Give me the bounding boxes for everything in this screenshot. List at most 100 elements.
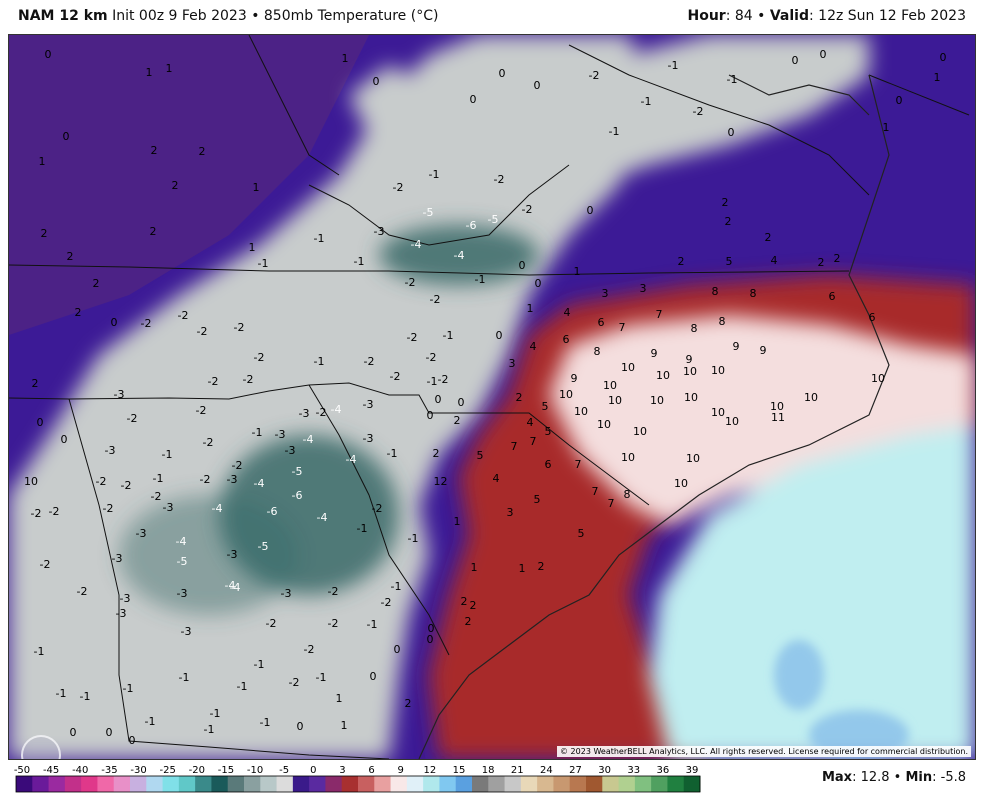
- color-scale-swatch: [227, 776, 245, 792]
- temperature-label: 5: [578, 527, 585, 540]
- ocean-blue-patch: [774, 640, 824, 710]
- temperature-label: -1: [387, 447, 398, 460]
- state-borders: [9, 35, 970, 759]
- temperature-label: 1: [146, 66, 153, 79]
- temperature-label: -1: [34, 645, 45, 658]
- temperature-label: -3: [363, 398, 374, 411]
- temperature-label: 6: [545, 458, 552, 471]
- temperature-label: -2: [316, 406, 327, 419]
- temperature-label: -1: [316, 671, 327, 684]
- temperature-label: -3: [281, 587, 292, 600]
- oh-wv-border: [248, 35, 340, 176]
- coastline: [418, 74, 890, 759]
- color-scale-swatch: [309, 776, 326, 792]
- temperature-label: -1: [668, 59, 679, 72]
- temperature-label: 10: [608, 394, 622, 407]
- color-scale-swatch: [618, 776, 636, 792]
- temperature-label: -2: [197, 325, 208, 338]
- temperature-label: -1: [56, 687, 67, 700]
- temperature-label: 0: [70, 726, 77, 739]
- color-scale-swatch: [488, 776, 506, 792]
- temperature-label: 9: [760, 344, 767, 357]
- temperature-label: 7: [530, 435, 537, 448]
- temperature-label: -4: [411, 238, 422, 251]
- color-scale-swatch: [146, 776, 164, 792]
- de-nj-border: [868, 74, 970, 116]
- temperature-label: 2: [405, 697, 412, 710]
- temperature-label: 10: [686, 452, 700, 465]
- temperature-label: 1: [434, 475, 441, 488]
- temperature-label: -1: [427, 375, 438, 388]
- color-scale-swatch: [64, 776, 82, 792]
- temperature-label: -2: [289, 676, 300, 689]
- temperature-label: 10: [711, 364, 725, 377]
- temperature-label: -3: [177, 587, 188, 600]
- temperature-label: -2: [372, 502, 383, 515]
- temperature-label: 10: [597, 418, 611, 431]
- temperature-label: 1: [249, 241, 256, 254]
- color-scale-tick: 15: [453, 765, 466, 776]
- temperature-label: -3: [136, 527, 147, 540]
- temperature-label: -6: [292, 489, 303, 502]
- temperature-label: 0: [820, 48, 827, 61]
- temperature-label: -3: [105, 444, 116, 457]
- temperature-label: 8: [719, 315, 726, 328]
- temperature-label: 11: [771, 411, 785, 424]
- temperature-label: 0: [496, 329, 503, 342]
- northeast-gray-band: [529, 35, 869, 195]
- temperature-label: 5: [534, 493, 541, 506]
- color-scale-swatch: [455, 776, 473, 792]
- temperature-label: -2: [328, 617, 339, 630]
- temperature-label: -1: [314, 355, 325, 368]
- temperature-label: 2: [32, 377, 39, 390]
- color-scale-tick: -30: [130, 765, 146, 776]
- temperature-label: 0: [896, 94, 903, 107]
- temperature-label: 7: [575, 458, 582, 471]
- temperature-label: -2: [254, 351, 265, 364]
- valid-value: : 12z Sun 12 Feb 2023: [809, 8, 966, 24]
- temperature-label: 10: [674, 477, 688, 490]
- temperature-label: -5: [488, 213, 499, 226]
- color-scale-tick: 21: [511, 765, 524, 776]
- temperature-label: 8: [750, 287, 757, 300]
- color-scale-outline: [15, 775, 701, 793]
- temperature-label: 5: [477, 449, 484, 462]
- temperature-label: 0: [111, 316, 118, 329]
- temperature-label: 10: [650, 394, 664, 407]
- temperature-label: 0: [728, 126, 735, 139]
- color-scale-tick: 39: [686, 765, 699, 776]
- temperature-map[interactable]: 0 1 1 1 0 0 0 0 -2 -1 -1 0 0 0 1 0 1 2 2 2 1 -1 -2 -1 0 0 1 2 2 2 1 -2-…: [8, 34, 976, 760]
- temperature-label: 2: [470, 599, 477, 612]
- temperature-label: 6: [598, 316, 605, 329]
- temperature-label: -1: [254, 658, 265, 671]
- ocean-light-blue-zone: [649, 425, 975, 759]
- valid-label: Valid: [769, 8, 809, 24]
- temperature-label: 2: [516, 391, 523, 404]
- temperature-label: -1: [258, 257, 269, 270]
- color-scale-swatch: [260, 776, 278, 792]
- temperature-label: -2: [328, 585, 339, 598]
- color-scale-swatch: [602, 776, 620, 792]
- copyright-notice: © 2023 WeatherBELL Analytics, LLC. All r…: [557, 746, 971, 757]
- temperature-label: -2: [103, 502, 114, 515]
- temperature-label: -5: [423, 206, 434, 219]
- temperature-label: -1: [641, 95, 652, 108]
- temperature-label: -2: [438, 373, 449, 386]
- temperature-label: -6: [466, 219, 477, 232]
- temperature-label: -1: [80, 690, 91, 703]
- temperature-label: -3: [114, 388, 125, 401]
- temperature-label: -5: [292, 465, 303, 478]
- temperature-label: -2: [304, 643, 315, 656]
- temperature-label: 2: [834, 252, 841, 265]
- color-scale-tick: 24: [540, 765, 553, 776]
- temperature-label: 10: [574, 405, 588, 418]
- temperature-label: 0: [470, 93, 477, 106]
- temperature-label: -3: [120, 592, 131, 605]
- temperature-label: 8: [712, 285, 719, 298]
- temperature-label: -1: [727, 73, 738, 86]
- color-scale-swatch: [162, 776, 180, 792]
- temperature-label: -2: [232, 459, 243, 472]
- temperature-label: 10: [656, 369, 670, 382]
- header-bar: NAM 12 km Init 00z 9 Feb 2023 • 850mb Te…: [0, 0, 984, 32]
- temperature-label: -4: [230, 581, 241, 594]
